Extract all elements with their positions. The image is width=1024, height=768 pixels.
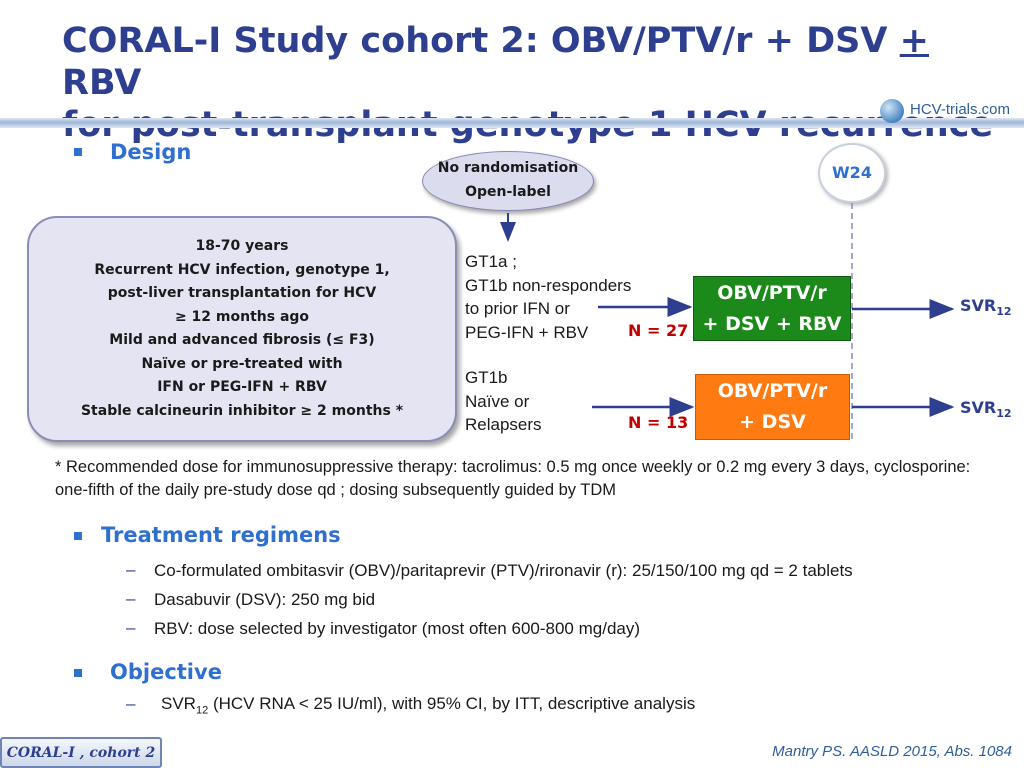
title-divider [0, 118, 1024, 128]
treatment-item: Co-formulated ombitasvir (OBV)/paritapre… [154, 561, 853, 580]
objective-sub: 12 [195, 704, 209, 717]
oval-line: Open-label [465, 184, 551, 200]
dash-bullet-icon: – [126, 589, 136, 608]
oval-line: No randomisation [437, 160, 579, 176]
criteria-line: 18-70 years [195, 238, 289, 254]
outcome-text: SVR [960, 296, 997, 315]
group-line: GT1a ; [465, 252, 517, 271]
arm-line: + DSV + RBV [702, 313, 842, 335]
outcome-text: SVR [960, 398, 997, 417]
group-2-n: N = 13 [628, 413, 689, 432]
objective-item: SVR12 (HCV RNA < 25 IU/ml), with 95% CI,… [161, 694, 695, 716]
outcome-sub: 12 [996, 407, 1012, 421]
arm-line: OBV/PTV/r [717, 380, 828, 402]
dash-bullet-icon: – [126, 560, 136, 579]
objective-text: (HCV RNA < 25 IU/ml), with 95% CI, by IT… [208, 694, 696, 713]
inclusion-criteria-box: 18-70 years Recurrent HCV infection, gen… [27, 216, 457, 442]
footnote: * Recommended dose for immunosuppressive… [55, 458, 971, 499]
outcome-sub: 12 [996, 305, 1012, 319]
arm-line: OBV/PTV/r [717, 282, 827, 304]
dash-bullet-icon: – [126, 618, 136, 637]
arm-line: + DSV [739, 411, 806, 433]
group-1-n: N = 27 [628, 321, 689, 340]
study-tag: CORAL-I , cohort 2 [0, 737, 162, 768]
bullet-square-icon [74, 669, 82, 677]
group-line: PEG-IFN + RBV [465, 322, 589, 342]
logo-text: HCV-trials.com [910, 101, 1011, 118]
criteria-line: Recurrent HCV infection, genotype 1, [94, 261, 390, 278]
criteria-line: Stable calcineurin inhibitor ≥ 2 months … [80, 402, 404, 419]
week-24-marker: W24 [818, 143, 886, 203]
group-line: GT1b [465, 368, 508, 387]
criteria-line: IFN or PEG-IFN + RBV [157, 379, 327, 395]
slide-title: CORAL-I Study cohort 2: OBV/PTV/r + DSV … [62, 20, 1002, 146]
group-2-description: GT1b Naïve or Relapsers [465, 366, 542, 437]
arm-1-regimen: OBV/PTV/r + DSV + RBV [693, 276, 851, 341]
criteria-line: ≥ 12 months ago [174, 308, 310, 325]
dash-bullet-icon: – [126, 694, 136, 713]
design-heading: Design [110, 140, 192, 164]
citation: Mantry PS. AASLD 2015, Abs. 1084 [772, 743, 1012, 760]
group-line: to prior IFN or [465, 299, 570, 318]
title-plus-minus: + [899, 21, 929, 61]
hcv-trials-logo: HCV-trials.com [880, 97, 1020, 125]
bullet-square-icon [74, 148, 82, 156]
bullet-square-icon [74, 532, 82, 540]
group-line: Naïve or [465, 391, 530, 411]
arm-2-outcome: SVR12 [960, 398, 1012, 420]
arm-2-regimen: OBV/PTV/r + DSV [695, 374, 850, 440]
group-line: GT1b non-responders [465, 275, 632, 295]
group-line: Relapsers [465, 415, 542, 434]
criteria-line: Naïve or pre-treated with [141, 355, 343, 372]
globe-icon [880, 99, 904, 123]
title-line-1: CORAL-I Study cohort 2: OBV/PTV/r + DSV … [62, 21, 929, 103]
arm-1-outcome: SVR12 [960, 296, 1012, 318]
group-1-description: GT1a ; GT1b non-responders to prior IFN … [465, 250, 631, 344]
treatment-heading: Treatment regimens [101, 523, 341, 547]
criteria-line: post-liver transplantation for HCV [107, 285, 377, 301]
criteria-line: Mild and advanced fibrosis (≤ F3) [109, 332, 375, 348]
treatment-item: RBV: dose selected by investigator (most… [154, 619, 641, 638]
treatment-item: Dasabuvir (DSV): 250 mg bid [154, 590, 376, 609]
study-type-oval: No randomisation Open-label [422, 151, 594, 211]
objective-svr: SVR [161, 694, 196, 713]
objective-heading: Objective [110, 660, 222, 684]
